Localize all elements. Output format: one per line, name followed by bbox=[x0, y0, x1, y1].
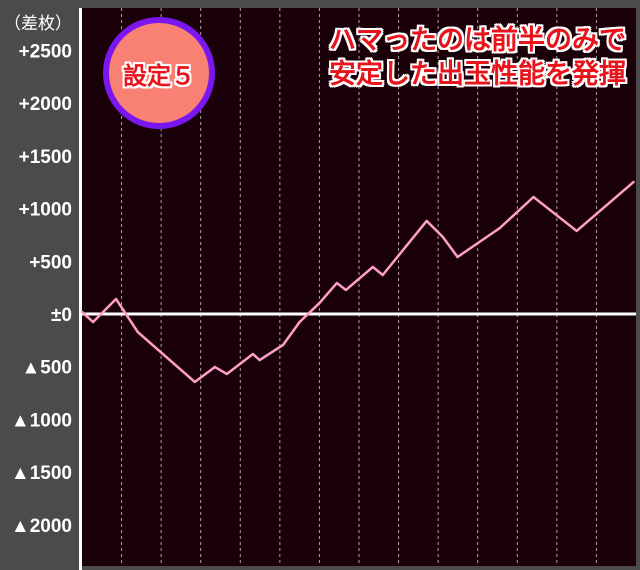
setting-badge: 設定５ bbox=[103, 17, 215, 129]
y-tick-label: ▲2000 bbox=[11, 516, 72, 537]
data-point bbox=[532, 195, 535, 199]
data-point bbox=[281, 343, 285, 347]
headline-line-1: ハマったのは前半のみで bbox=[329, 25, 626, 56]
data-point bbox=[80, 310, 84, 314]
data-point bbox=[91, 320, 95, 324]
y-tick-label: ▲1500 bbox=[11, 463, 72, 484]
data-point bbox=[258, 358, 261, 362]
data-point bbox=[318, 301, 321, 305]
data-point bbox=[114, 297, 118, 301]
y-tick-label: ▲500 bbox=[21, 358, 72, 379]
headline-line-2: 安定した出玉性能を発揮 bbox=[329, 59, 626, 90]
y-tick-label: +1000 bbox=[19, 200, 72, 221]
data-point bbox=[381, 273, 384, 277]
data-point bbox=[371, 265, 375, 269]
data-point bbox=[298, 320, 301, 324]
data-point bbox=[498, 226, 502, 230]
data-point bbox=[632, 180, 635, 184]
y-tick-label: +2000 bbox=[19, 94, 72, 115]
y-tick-label: ▲1000 bbox=[11, 410, 72, 431]
y-axis-line bbox=[79, 8, 82, 570]
y-axis-unit-label: （差枚） bbox=[4, 14, 72, 34]
data-point bbox=[335, 281, 339, 285]
data-point bbox=[136, 330, 139, 334]
data-point bbox=[575, 229, 578, 233]
y-tick-label: ±0 bbox=[51, 305, 72, 326]
data-point bbox=[441, 235, 445, 239]
data-point bbox=[456, 255, 459, 259]
data-point bbox=[251, 352, 255, 356]
y-tick-label: +500 bbox=[29, 252, 72, 273]
headline: ハマったのは前半のみで 安定した出玉性能を発揮 bbox=[329, 24, 626, 92]
data-point bbox=[425, 219, 428, 223]
data-point bbox=[225, 372, 229, 376]
setting-badge-label: 設定５ bbox=[123, 61, 195, 90]
data-point bbox=[193, 380, 196, 384]
data-point bbox=[344, 288, 348, 292]
data-point bbox=[213, 365, 217, 369]
y-tick-label: +2500 bbox=[19, 42, 72, 63]
y-tick-label: +1500 bbox=[19, 147, 72, 168]
